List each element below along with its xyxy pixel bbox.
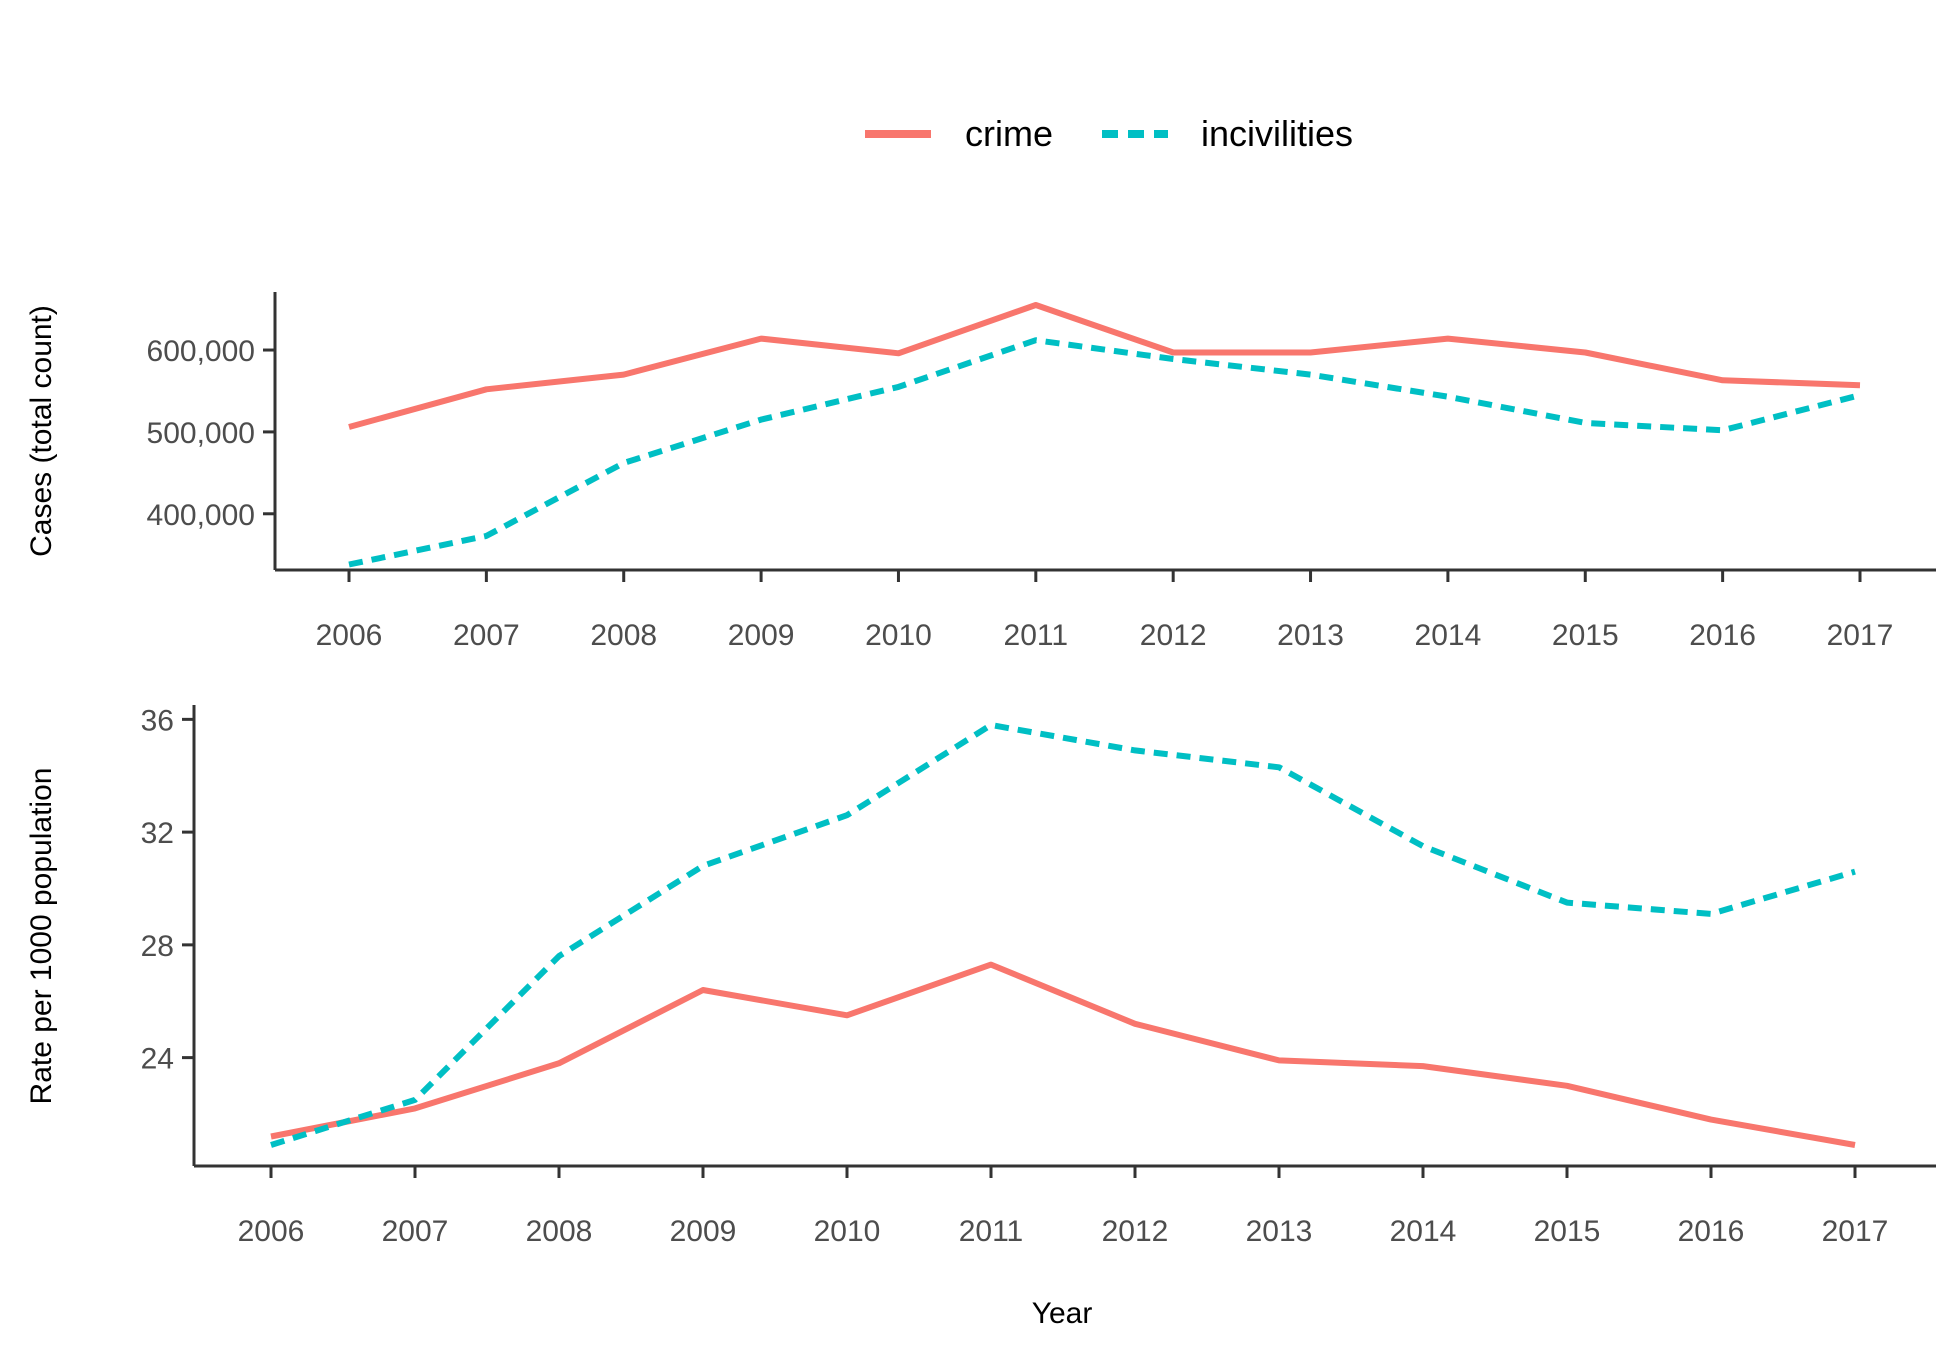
x-tick-label: 2012 <box>1102 1215 1169 1248</box>
y-axis-title: Rate per 1000 population <box>25 768 58 1105</box>
legend-label-crime: crime <box>965 113 1053 154</box>
x-tick-label: 2011 <box>1004 619 1069 652</box>
x-tick-label: 2017 <box>1827 619 1894 652</box>
x-axis-title: Year <box>1032 1297 1093 1330</box>
x-tick-label: 2007 <box>382 1215 449 1248</box>
series-line-crime <box>348 302 1861 430</box>
x-tick-label: 2017 <box>1822 1215 1889 1248</box>
x-tick-label: 2010 <box>865 619 932 652</box>
x-tick-label: 2013 <box>1246 1215 1313 1248</box>
y-ticks: 24 28 32 36 <box>141 704 194 1076</box>
series-line-incivilities <box>348 337 1861 568</box>
x-tick-label: 2014 <box>1390 1215 1457 1248</box>
x-tick-label: 2009 <box>728 619 795 652</box>
x-tick-label: 2007 <box>453 619 520 652</box>
series-line-crime <box>270 961 1856 1148</box>
x-tick-label: 2016 <box>1689 619 1756 652</box>
y-tick-label: 24 <box>141 1043 174 1076</box>
x-tick-label: 2008 <box>590 619 657 652</box>
x-tick-label: 2015 <box>1534 1215 1601 1248</box>
series <box>270 722 1856 1148</box>
y-axis-title: Cases (total count) <box>25 305 58 557</box>
legend-label-incivilities: incivilities <box>1201 113 1353 154</box>
series-line-incivilities <box>270 722 1856 1148</box>
x-tick-label: 2006 <box>316 619 383 652</box>
x-tick-label: 2012 <box>1140 619 1207 652</box>
x-tick-label: 2008 <box>526 1215 593 1248</box>
x-tick-label: 2015 <box>1552 619 1619 652</box>
y-tick-label: 500,000 <box>147 417 255 450</box>
x-ticks: 2006 2007 2008 2009 2010 2011 2012 2013 2014 2015… <box>316 570 1894 652</box>
x-tick-label: 2014 <box>1415 619 1482 652</box>
y-tick-label: 600,000 <box>147 335 255 368</box>
legend: crime incivilities <box>865 113 1353 154</box>
y-tick-label: 400,000 <box>147 499 255 532</box>
series <box>348 302 1861 568</box>
y-tick-label: 32 <box>141 817 174 850</box>
x-tick-label: 2016 <box>1678 1215 1745 1248</box>
x-tick-label: 2009 <box>670 1215 737 1248</box>
y-ticks: 400,000 500,000 600,000 <box>147 335 275 532</box>
panel-rate: 24 28 32 36 2006 2007 2008 2009 2010 2011 2012 201… <box>25 704 1936 1248</box>
x-tick-label: 2010 <box>814 1215 881 1248</box>
y-tick-label: 36 <box>141 704 174 737</box>
x-tick-label: 2013 <box>1277 619 1344 652</box>
x-ticks: 2006 2007 2008 2009 2010 2011 2012 2013 2014 2015… <box>238 1166 1889 1248</box>
x-tick-label: 2006 <box>238 1215 305 1248</box>
x-tick-label: 2011 <box>959 1215 1024 1248</box>
y-tick-label: 28 <box>141 930 174 963</box>
